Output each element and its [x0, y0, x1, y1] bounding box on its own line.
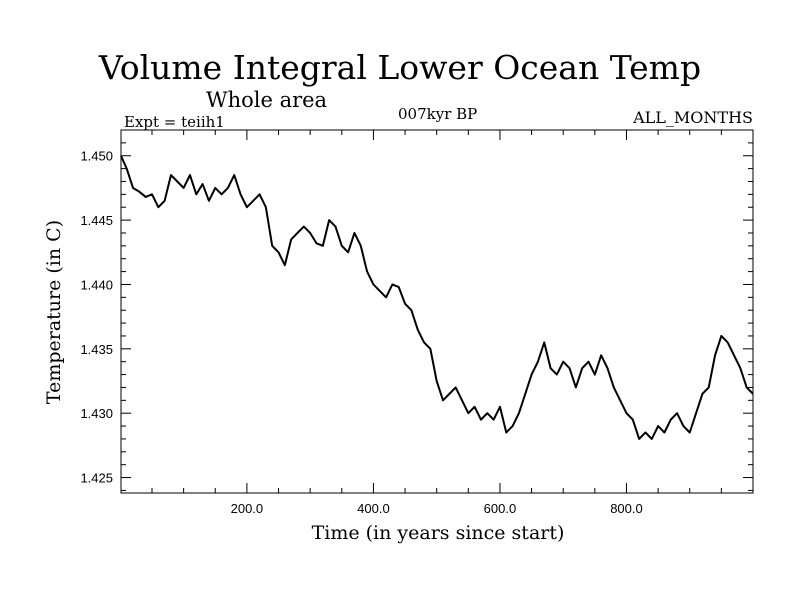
experiment-label: Expt = teiih1 — [124, 113, 225, 131]
x-tick-label: 600.0 — [484, 501, 517, 516]
y-tick-label: 1.430 — [80, 406, 113, 421]
x-tick-label: 200.0 — [231, 501, 264, 516]
chart-title: Volume Integral Lower Ocean Temp — [98, 48, 702, 87]
axis-ticks — [121, 129, 753, 493]
x-tick-label: 400.0 — [357, 501, 390, 516]
y-tick-label: 1.450 — [80, 149, 113, 164]
y-tick-label: 1.435 — [80, 342, 113, 357]
series-layer — [120, 155, 754, 440]
axis-tick-labels: 200.0 400.0 600.0 800.0 1.425 1.430 1.435 1.440… — [80, 149, 642, 516]
plot-frame — [120, 129, 754, 494]
y-tick-label: 1.440 — [80, 277, 113, 292]
x-axis-label: Time (in years since start) — [311, 522, 565, 544]
chart-subtitle: Whole area — [206, 88, 328, 112]
y-tick-label: 1.445 — [80, 213, 113, 228]
period-label: 007kyr BP — [398, 105, 478, 123]
y-tick-label: 1.425 — [80, 471, 113, 486]
series-line — [120, 155, 754, 440]
x-tick-label: 800.0 — [610, 501, 643, 516]
months-label: ALL_MONTHS — [633, 108, 753, 127]
